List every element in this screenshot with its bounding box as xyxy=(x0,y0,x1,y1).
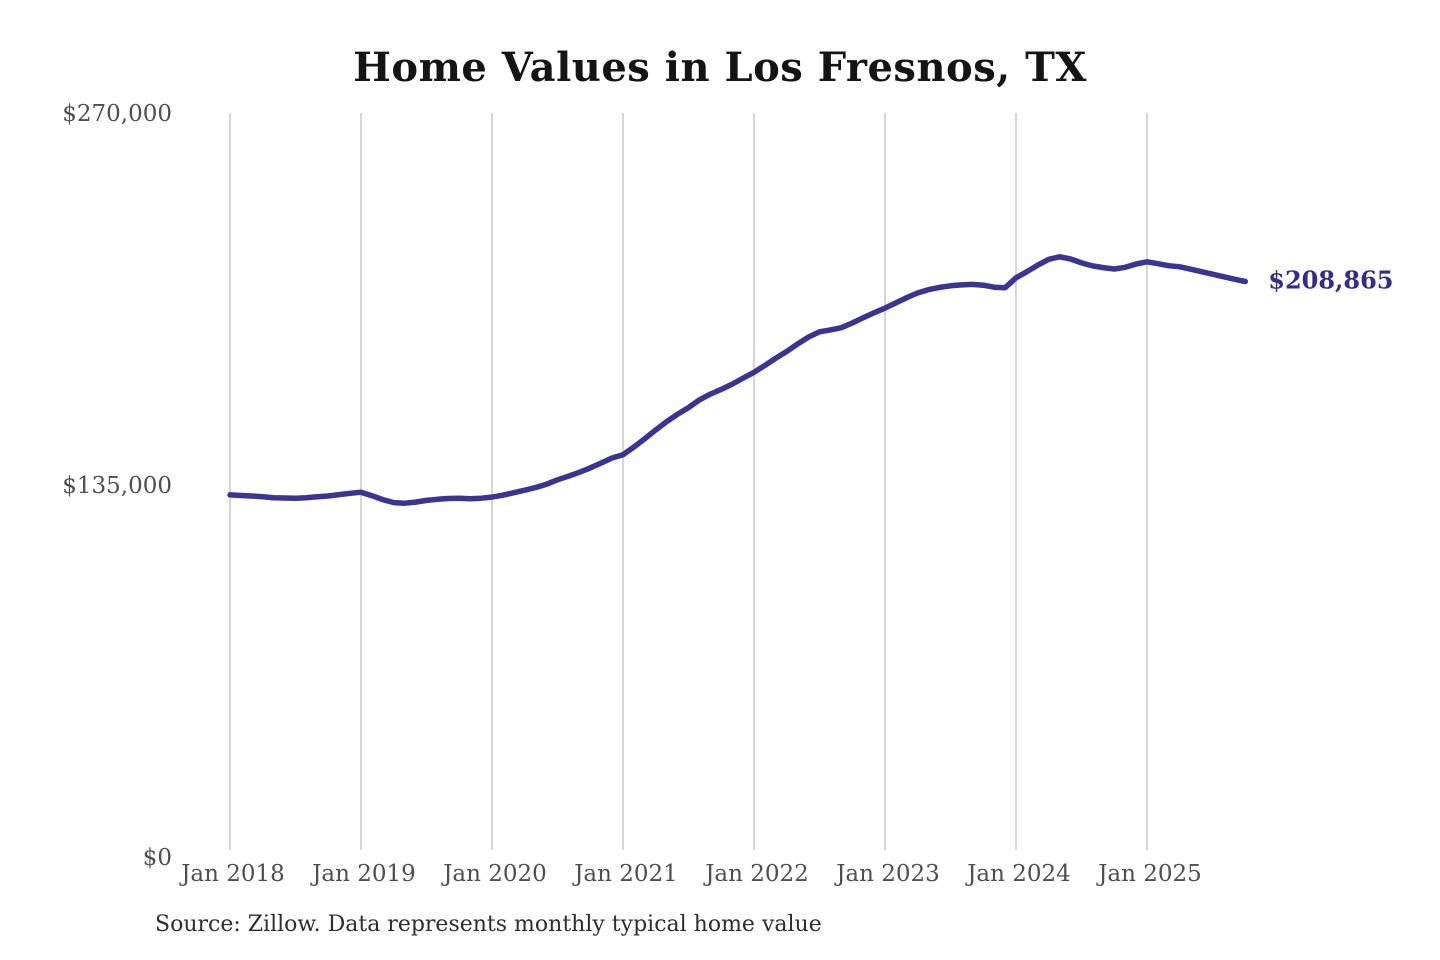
x-axis-label: Jan 2020 xyxy=(441,861,547,887)
current-value-label: $208,865 xyxy=(1268,265,1393,294)
value-line xyxy=(227,254,1249,506)
x-axis-label: Jan 2025 xyxy=(1096,861,1202,887)
y-axis-label: $270,000 xyxy=(62,101,172,127)
x-axis-label: Jan 2022 xyxy=(703,861,809,887)
chart-title: Home Values in Los Fresnos, TX xyxy=(353,44,1087,91)
y-axis-label: $135,000 xyxy=(62,473,172,499)
y-axis-label: $0 xyxy=(143,845,172,871)
x-axis-label: Jan 2023 xyxy=(834,861,940,887)
source-note: Source: Zillow. Data represents monthly … xyxy=(155,912,822,937)
x-axis-label: Jan 2021 xyxy=(572,861,678,887)
x-axis-label: Jan 2019 xyxy=(310,861,416,887)
x-axis-label: Jan 2018 xyxy=(179,861,285,887)
x-axis-label: Jan 2024 xyxy=(965,861,1071,887)
